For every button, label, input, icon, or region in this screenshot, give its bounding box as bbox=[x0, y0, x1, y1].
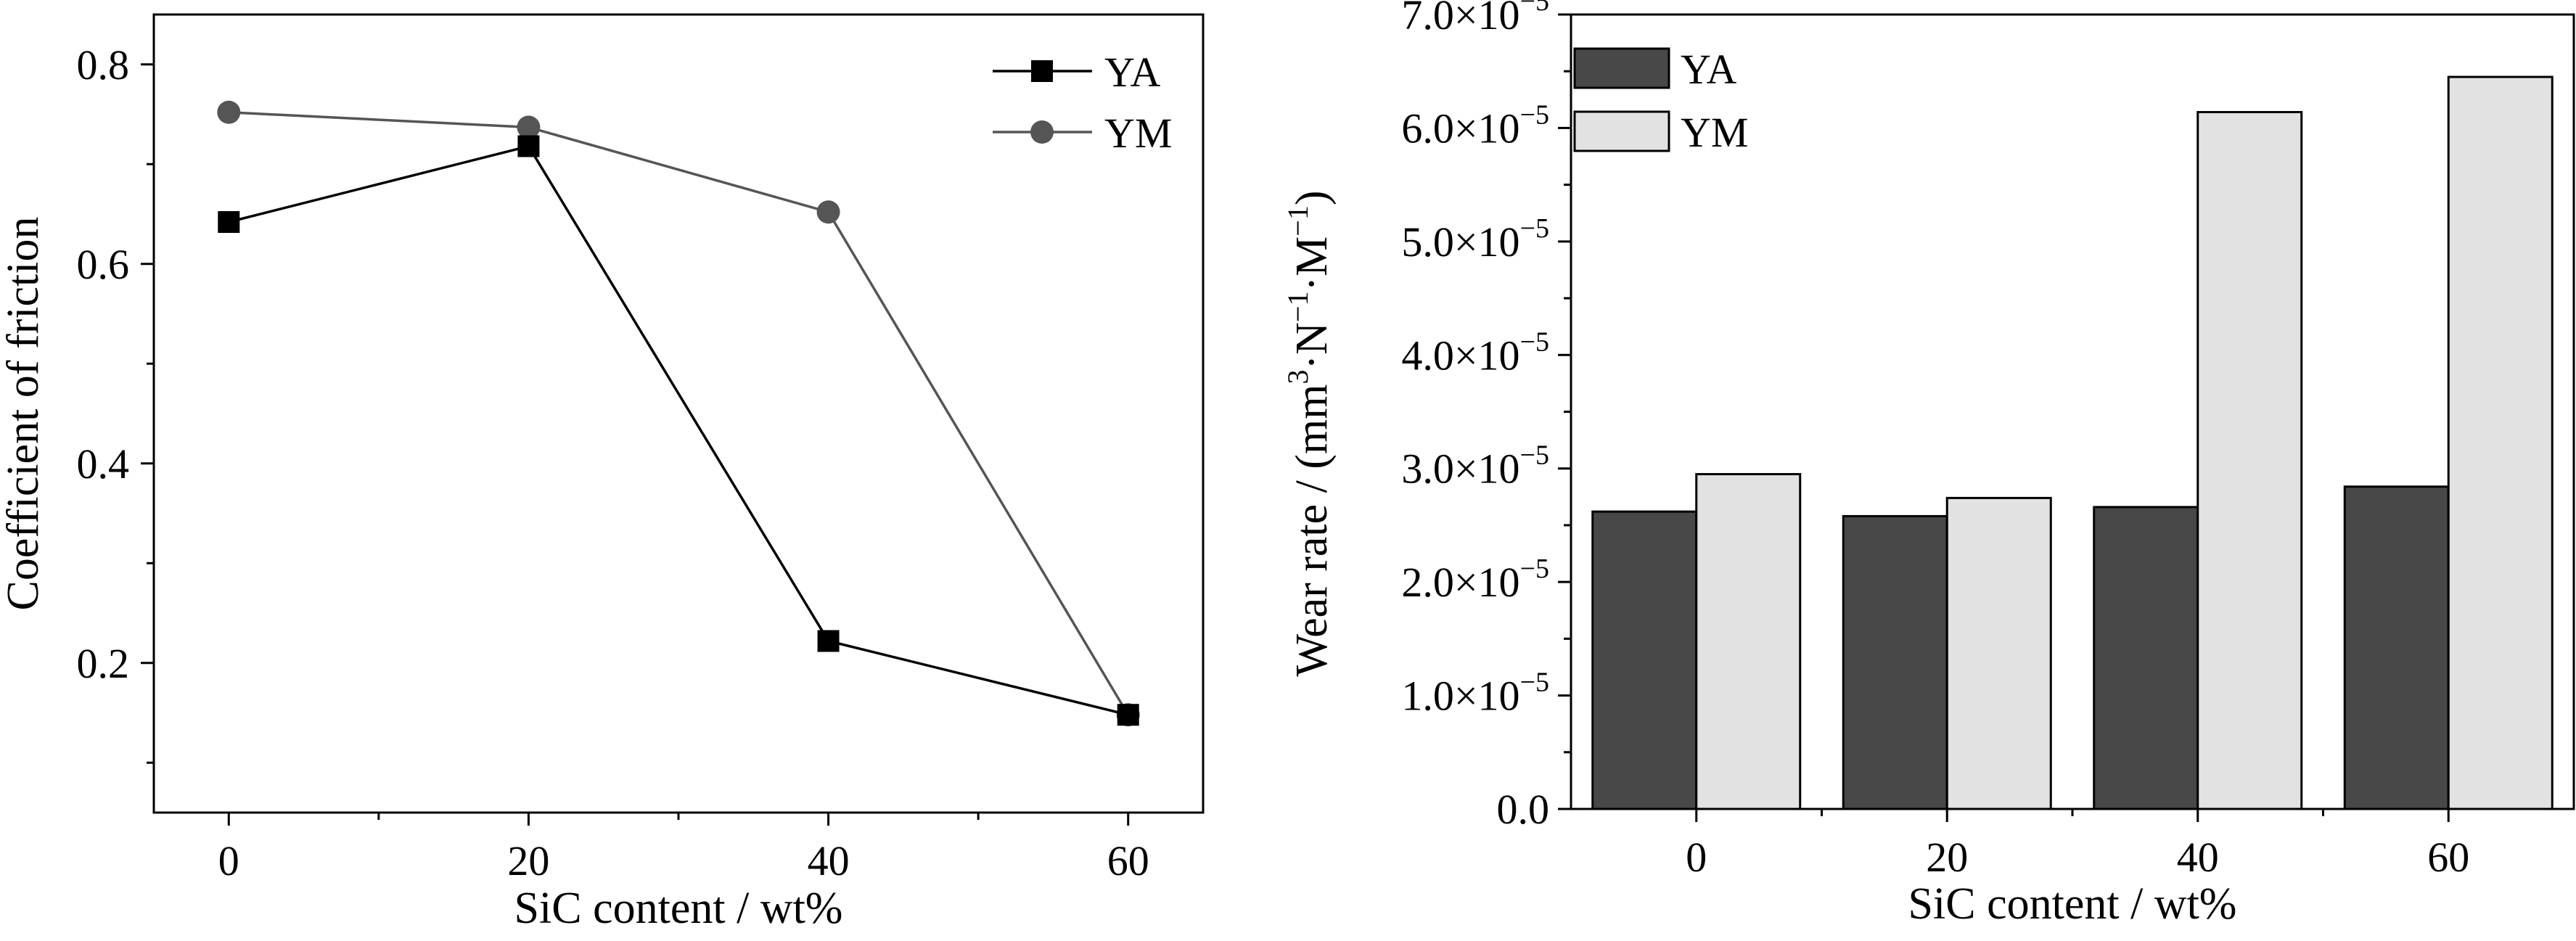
y-axis-label-part: Wear rate / (mm bbox=[1287, 385, 1337, 677]
y-tick-exponent: −5 bbox=[1520, 99, 1549, 130]
y-tick-mantissa: 5.0×10 bbox=[1401, 218, 1519, 266]
x-tick-label: 60 bbox=[1107, 837, 1149, 884]
data-point-ym bbox=[517, 115, 541, 139]
y-tick-mantissa: 2.0×10 bbox=[1401, 559, 1519, 606]
x-tick-label: 0 bbox=[1686, 834, 1707, 881]
y-tick-mantissa: 7.0×10 bbox=[1401, 0, 1519, 38]
bar-ym bbox=[1695, 473, 1802, 810]
x-tick-label: 40 bbox=[2177, 834, 2219, 881]
legend-label-ym: YM bbox=[1681, 109, 1748, 156]
legend-label-ym: YM bbox=[1104, 110, 1172, 157]
x-tick-label: 40 bbox=[808, 837, 850, 884]
bar-ya bbox=[2343, 485, 2450, 810]
y-tick-label: 0.4 bbox=[77, 440, 130, 488]
y-axis-label: Wear rate / (mm3·N−1·M−1) bbox=[1281, 191, 1337, 677]
y-tick-label: 3.0×10−5 bbox=[1401, 440, 1549, 493]
y-tick-exponent: −5 bbox=[1520, 213, 1549, 244]
friction-line-chart: 0 20 40 60 0.2 0.4 0.6 0.8 SiC content / wt% Coef… bbox=[0, 13, 1205, 933]
bar-ym bbox=[2196, 111, 2303, 810]
y-axis-label-part: ·M bbox=[1287, 237, 1337, 292]
data-point-ya bbox=[817, 630, 840, 652]
bar-ya bbox=[2093, 506, 2199, 810]
y-tick-exponent: −5 bbox=[1520, 326, 1549, 357]
y-tick-label: 0.0 bbox=[1497, 786, 1550, 833]
y-axis-label-superscript: −1 bbox=[1281, 292, 1314, 323]
y-tick-mantissa: 4.0×10 bbox=[1401, 332, 1519, 379]
y-tick-label: 4.0×10−5 bbox=[1401, 326, 1549, 379]
y-axis-label-part: ) bbox=[1287, 191, 1337, 206]
data-point-ya bbox=[517, 135, 540, 157]
legend-marker-ym bbox=[1030, 120, 1054, 144]
data-point-ym bbox=[816, 200, 840, 224]
series-line-ya bbox=[228, 144, 1129, 716]
y-tick-label: 7.0×10−5 bbox=[1401, 0, 1549, 38]
wear-rate-bar-chart: 0 20 40 600.01.0×10−52.0×10−53.0×10−54.0×10… bbox=[1281, 0, 2575, 929]
x-tick-label: 60 bbox=[2427, 834, 2469, 881]
y-tick-exponent: −5 bbox=[1520, 0, 1549, 17]
y-axis-label-superscript: 3 bbox=[1281, 370, 1314, 385]
x-axis-label: SiC content / wt% bbox=[1908, 879, 2237, 929]
y-tick-label: 6.0×10−5 bbox=[1401, 99, 1549, 152]
x-tick-label: 20 bbox=[1926, 834, 1968, 881]
bar-ya bbox=[1842, 514, 1948, 810]
y-tick-mantissa: 0.0 bbox=[1497, 786, 1550, 833]
legend-marker-ya bbox=[1031, 60, 1053, 82]
y-tick-mantissa: 6.0×10 bbox=[1401, 104, 1519, 152]
legend-swatch-ym bbox=[1573, 110, 1670, 152]
x-tick-label: 0 bbox=[218, 837, 239, 884]
y-axis-label-superscript: −1 bbox=[1281, 205, 1314, 237]
x-tick-label: 20 bbox=[507, 837, 549, 884]
y-tick-mantissa: 3.0×10 bbox=[1401, 445, 1519, 493]
data-point-ya bbox=[218, 211, 240, 233]
y-tick-exponent: −5 bbox=[1520, 440, 1549, 471]
data-point-ym bbox=[217, 100, 241, 124]
y-tick-label: 1.0×10−5 bbox=[1401, 667, 1549, 720]
legend-label-ya: YA bbox=[1681, 46, 1736, 93]
bar-ya bbox=[1591, 510, 1698, 810]
legend-swatch-ya bbox=[1573, 47, 1670, 89]
legend-label-ya: YA bbox=[1104, 49, 1160, 96]
y-tick-mantissa: 1.0×10 bbox=[1401, 673, 1519, 720]
y-tick-exponent: −5 bbox=[1520, 667, 1549, 698]
y-tick-label: 0.2 bbox=[77, 640, 130, 687]
y-tick-label: 0.6 bbox=[77, 241, 130, 288]
y-tick-label: 5.0×10−5 bbox=[1401, 213, 1549, 266]
y-tick-label: 2.0×10−5 bbox=[1401, 554, 1549, 606]
bar-ym bbox=[1945, 496, 2052, 810]
y-axis-label-part: ·N bbox=[1287, 322, 1337, 369]
y-tick-exponent: −5 bbox=[1520, 554, 1549, 584]
data-point-ya bbox=[1117, 704, 1139, 726]
y-tick-label: 0.8 bbox=[77, 41, 130, 89]
x-axis-label: SiC content / wt% bbox=[514, 884, 843, 933]
bar-ym bbox=[2447, 75, 2554, 810]
y-axis-label: Coefficient of friction bbox=[0, 217, 48, 611]
series-line-ym bbox=[229, 111, 1130, 716]
